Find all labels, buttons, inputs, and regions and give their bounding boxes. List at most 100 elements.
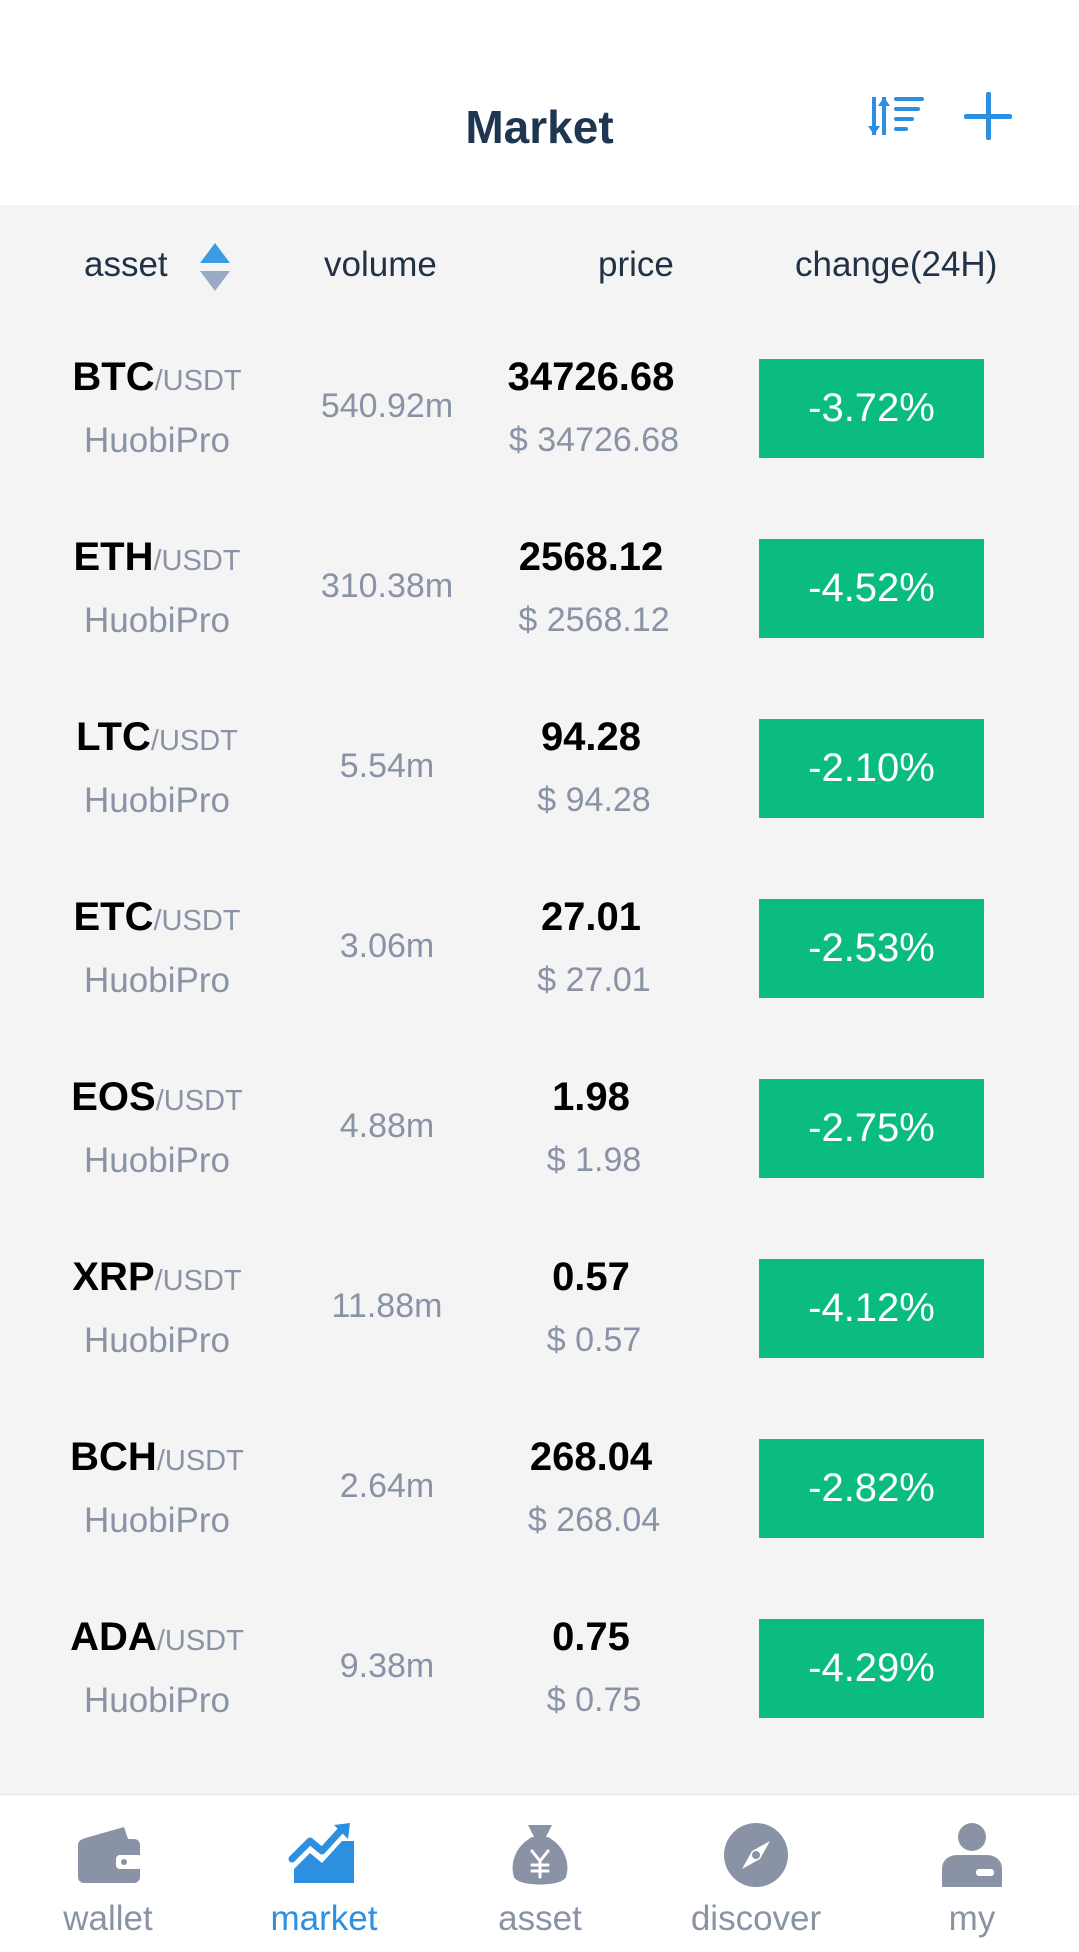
change-column-header[interactable]: change(24H): [795, 245, 998, 284]
fiat-price: $ 1.98: [546, 1141, 642, 1179]
pair-label: XRP/USDT: [0, 1255, 314, 1300]
pair-label: EOS/USDT: [0, 1075, 314, 1120]
tab-discover[interactable]: discover: [648, 1795, 864, 1952]
quote-symbol: /USDT: [155, 1085, 243, 1117]
pair-label: ADA/USDT: [0, 1615, 314, 1660]
tab-label: discover: [690, 1899, 822, 1938]
sort-list-icon: [868, 97, 924, 135]
tab-label: market: [270, 1899, 378, 1938]
exchange-name: HuobiPro: [84, 1141, 230, 1180]
pair-label: BTC/USDT: [0, 355, 314, 400]
base-symbol: ETC: [73, 895, 154, 939]
exchange-name: HuobiPro: [84, 961, 230, 1000]
quote-symbol: /USDT: [150, 725, 238, 757]
base-symbol: EOS: [71, 1075, 156, 1119]
price-column-header[interactable]: price: [598, 245, 674, 284]
price-value: 0.75: [552, 1615, 630, 1659]
pair-label: BCH/USDT: [0, 1435, 314, 1480]
exchange-name: HuobiPro: [84, 601, 230, 640]
base-symbol: ETH: [73, 535, 154, 579]
change-badge[interactable]: -2.75%: [759, 1079, 984, 1178]
money-bag-icon: [512, 1825, 568, 1885]
market-row[interactable]: BTC/USDT HuobiPro 540.92m 34726.68 $ 347…: [0, 325, 1079, 505]
pair-label: LTC/USDT: [0, 715, 314, 760]
volume-value: 2.64m: [339, 1467, 435, 1505]
compass-icon: [724, 1823, 788, 1887]
volume-value: 310.38m: [320, 567, 454, 605]
market-row[interactable]: LTC/USDT HuobiPro 5.54m 94.28 $ 94.28 -2…: [0, 685, 1079, 865]
tab-market[interactable]: market: [216, 1795, 432, 1952]
change-badge[interactable]: -2.10%: [759, 719, 984, 818]
tab-label: asset: [498, 1899, 582, 1938]
volume-value: 5.54m: [339, 747, 435, 785]
change-badge[interactable]: -4.29%: [759, 1619, 984, 1718]
base-symbol: BTC: [72, 355, 155, 399]
profile-icon: [942, 1823, 1002, 1887]
fiat-price: $ 2568.12: [518, 601, 670, 639]
change-badge[interactable]: -3.72%: [759, 359, 984, 458]
price-value: 268.04: [529, 1435, 653, 1479]
change-badge[interactable]: -2.53%: [759, 899, 984, 998]
quote-symbol: /USDT: [153, 905, 241, 937]
sort-list-button[interactable]: [866, 88, 930, 144]
quote-symbol: /USDT: [153, 545, 241, 577]
quote-symbol: /USDT: [156, 1445, 244, 1477]
volume-value: 9.38m: [339, 1647, 435, 1685]
change-badge[interactable]: -4.52%: [759, 539, 984, 638]
fiat-price: $ 27.01: [537, 961, 651, 999]
pair-label: ETH/USDT: [0, 535, 314, 580]
bottom-tab-bar: wallet market asset discover: [0, 1794, 1079, 1952]
change-badge[interactable]: -4.12%: [759, 1259, 984, 1358]
market-list: BTC/USDT HuobiPro 540.92m 34726.68 $ 347…: [0, 325, 1079, 1765]
base-symbol: XRP: [72, 1255, 155, 1299]
price-value: 27.01: [540, 895, 642, 939]
volume-value: 4.88m: [339, 1107, 435, 1145]
wallet-icon: [78, 1827, 142, 1883]
volume-value: 540.92m: [320, 387, 454, 425]
market-row[interactable]: EOS/USDT HuobiPro 4.88m 1.98 $ 1.98 -2.7…: [0, 1045, 1079, 1225]
volume-value: 11.88m: [331, 1287, 443, 1325]
fiat-price: $ 94.28: [537, 781, 651, 819]
page-title: Market: [465, 101, 614, 153]
price-value: 94.28: [540, 715, 642, 759]
asset-column-header[interactable]: asset: [84, 245, 168, 284]
price-value: 34726.68: [507, 355, 675, 399]
base-symbol: BCH: [70, 1435, 157, 1479]
tab-wallet[interactable]: wallet: [0, 1795, 216, 1952]
column-header: asset volume price change(24H): [0, 205, 1079, 325]
quote-symbol: /USDT: [156, 1625, 244, 1657]
exchange-name: HuobiPro: [84, 421, 230, 460]
market-row[interactable]: ETH/USDT HuobiPro 310.38m 2568.12 $ 2568…: [0, 505, 1079, 685]
market-chart-icon: [288, 1823, 354, 1883]
price-value: 0.57: [552, 1255, 630, 1299]
exchange-name: HuobiPro: [84, 1681, 230, 1720]
market-row[interactable]: XRP/USDT HuobiPro 11.88m 0.57 $ 0.57 -4.…: [0, 1225, 1079, 1405]
price-value: 2568.12: [518, 535, 664, 579]
tab-label: my: [948, 1899, 996, 1938]
tab-label: wallet: [63, 1899, 153, 1938]
sort-toggle-icon[interactable]: [198, 241, 232, 293]
fiat-price: $ 0.75: [546, 1681, 642, 1719]
fiat-price: $ 34726.68: [508, 421, 680, 459]
pair-label: ETC/USDT: [0, 895, 314, 940]
change-badge[interactable]: -2.82%: [759, 1439, 984, 1538]
tab-asset[interactable]: asset: [432, 1795, 648, 1952]
base-symbol: ADA: [70, 1615, 157, 1659]
tab-my[interactable]: my: [864, 1795, 1079, 1952]
fiat-price: $ 268.04: [527, 1501, 661, 1539]
plus-icon: [964, 92, 1012, 140]
volume-column-header[interactable]: volume: [324, 245, 437, 284]
market-row[interactable]: BCH/USDT HuobiPro 2.64m 268.04 $ 268.04 …: [0, 1405, 1079, 1585]
exchange-name: HuobiPro: [84, 1501, 230, 1540]
add-button[interactable]: [956, 88, 1020, 144]
quote-symbol: /USDT: [154, 365, 242, 397]
market-row[interactable]: ADA/USDT HuobiPro 9.38m 0.75 $ 0.75 -4.2…: [0, 1585, 1079, 1765]
base-symbol: LTC: [76, 715, 151, 759]
top-bar: Market: [0, 0, 1079, 205]
fiat-price: $ 0.57: [546, 1321, 642, 1359]
quote-symbol: /USDT: [154, 1265, 242, 1297]
market-row[interactable]: ETC/USDT HuobiPro 3.06m 27.01 $ 27.01 -2…: [0, 865, 1079, 1045]
price-value: 1.98: [552, 1075, 630, 1119]
exchange-name: HuobiPro: [84, 1321, 230, 1360]
